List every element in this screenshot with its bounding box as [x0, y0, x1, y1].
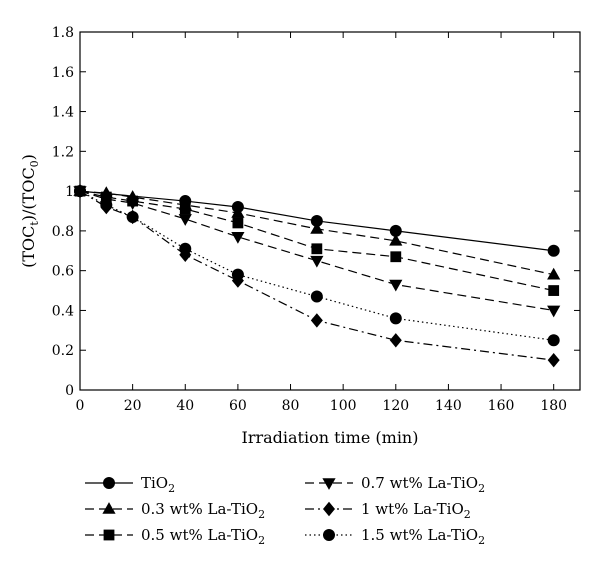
legend-marker — [323, 529, 335, 541]
data-point — [547, 352, 560, 368]
y-tick-label: 0 — [65, 383, 74, 399]
x-tick-label: 140 — [435, 398, 462, 414]
ticks: 0 20 40 60 80 100 120 140 160 180 0 0.2 0.4 0.6 0.8 1 1.… — [52, 25, 580, 414]
data-point — [310, 214, 323, 227]
y-tick-label: 1.4 — [52, 105, 74, 121]
y-title-mid: )/(TOC — [19, 167, 38, 221]
data-point — [231, 206, 245, 218]
legend-entry: TiO2 — [85, 474, 175, 495]
data-point — [389, 333, 402, 348]
data-point — [389, 233, 403, 246]
data-point — [389, 224, 402, 237]
series-line — [79, 190, 554, 292]
y-title-sub-0: 0 — [28, 160, 41, 167]
x-tick-label: 180 — [540, 398, 567, 414]
data-point — [310, 313, 323, 328]
data-point — [547, 267, 561, 280]
y-tick-label: 1.8 — [52, 25, 74, 41]
data-point — [547, 244, 560, 257]
data-point — [311, 243, 323, 255]
legend-entry: 0.3 wt% La-TiO2 — [85, 500, 265, 521]
series-line — [79, 190, 554, 361]
data-point — [390, 251, 402, 263]
legend-entry: 1.5 wt% La-TiO2 — [305, 526, 485, 547]
data-point — [548, 285, 560, 296]
data-point — [547, 305, 561, 318]
x-tick-label: 0 — [76, 398, 85, 414]
legend-label: TiO2 — [141, 474, 175, 495]
y-axis-title: (TOCt)/(TOC0) — [19, 154, 41, 268]
legend-marker — [322, 478, 336, 490]
x-tick-label: 120 — [382, 398, 409, 414]
axes — [79, 31, 581, 391]
data-point — [310, 222, 324, 234]
x-tick-label: 80 — [282, 398, 300, 414]
legend-marker — [103, 529, 115, 541]
y-tick-label: 0.4 — [52, 303, 74, 319]
y-title-end: ) — [19, 154, 38, 160]
data-point — [179, 242, 192, 255]
x-tick-label: 100 — [330, 398, 357, 414]
legend-entry: 1 wt% La-TiO2 — [305, 500, 471, 521]
series-line — [79, 190, 554, 252]
data-point — [231, 268, 244, 281]
data-point — [389, 312, 402, 325]
y-tick-label: 0.6 — [52, 264, 74, 280]
y-tick-label: 1 — [65, 184, 74, 200]
plot-frame — [79, 31, 581, 391]
x-tick-label: 40 — [176, 398, 194, 414]
series-3 — [74, 185, 560, 296]
legend-entry: 0.7 wt% La-TiO2 — [305, 474, 485, 495]
x-axis-title: Irradiation time (min) — [242, 428, 419, 447]
y-tick-label: 0.8 — [52, 224, 74, 240]
series-line — [79, 190, 554, 312]
x-tick-label: 60 — [229, 398, 247, 414]
x-tick-label: 160 — [488, 398, 515, 414]
data-point — [74, 185, 86, 198]
x-tick-label: 20 — [124, 398, 142, 414]
legend-label: 1 wt% La-TiO2 — [361, 500, 471, 521]
data-point — [389, 279, 403, 292]
y-tick-label: 0.2 — [52, 343, 74, 359]
legend-marker — [323, 501, 335, 517]
data-point — [231, 232, 245, 244]
legend-marker — [102, 502, 116, 514]
data-point — [178, 214, 192, 226]
data-point — [310, 255, 324, 268]
legend-label: 0.7 wt% La-TiO2 — [361, 474, 485, 495]
data-point — [126, 198, 140, 210]
series-group — [73, 183, 561, 368]
series-5 — [74, 183, 560, 368]
legend-marker — [103, 477, 115, 489]
data-point — [126, 210, 139, 223]
data-point — [310, 290, 323, 303]
legend: TiO2 0.3 wt% La-TiO2 0.5 wt% La-TiO2 0.7 wt… — [85, 474, 485, 547]
data-point — [179, 203, 191, 215]
y-title-base: (TOC — [19, 226, 38, 268]
legend-label: 0.5 wt% La-TiO2 — [141, 526, 265, 547]
legend-label: 0.3 wt% La-TiO2 — [141, 500, 265, 521]
y-tick-label: 1.2 — [52, 144, 74, 160]
data-point — [232, 217, 244, 229]
series-6 — [74, 185, 560, 347]
y-tick-label: 1.6 — [52, 65, 74, 81]
legend-label: 1.5 wt% La-TiO2 — [361, 526, 485, 547]
data-point — [100, 199, 113, 212]
y-title-sub-t: t — [28, 221, 41, 226]
data-point — [547, 334, 560, 347]
legend-entry: 0.5 wt% La-TiO2 — [85, 526, 265, 547]
series-line — [79, 190, 554, 341]
